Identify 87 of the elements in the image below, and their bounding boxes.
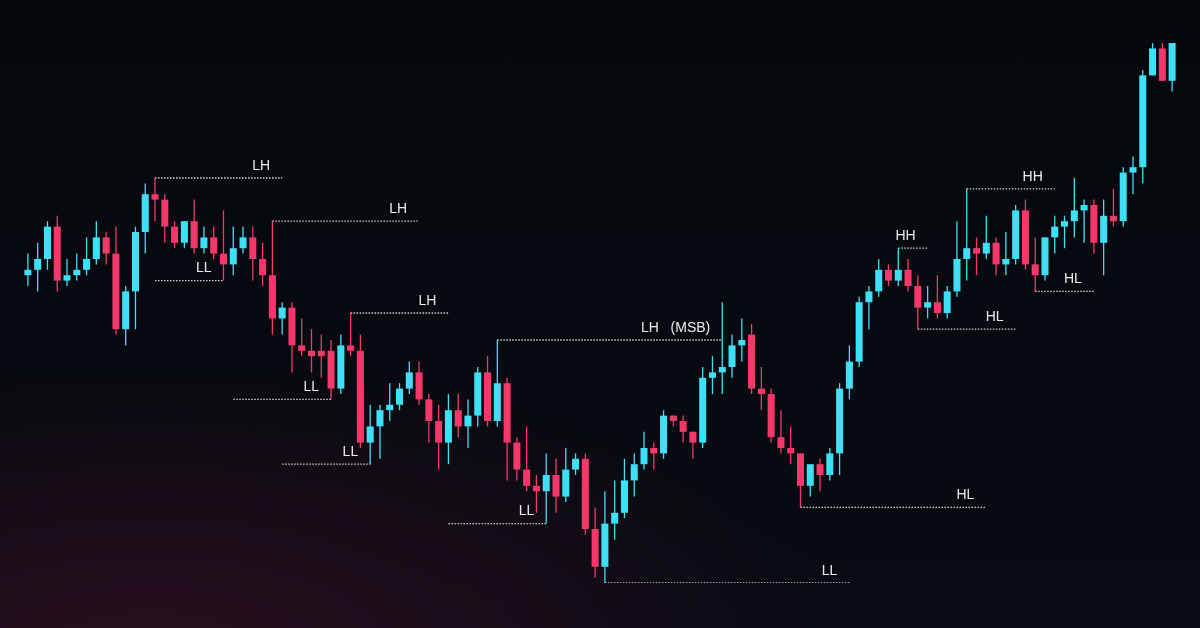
candlestick xyxy=(865,285,873,330)
candlestick xyxy=(894,247,902,287)
candlestick xyxy=(572,452,580,476)
candlestick xyxy=(963,188,971,282)
candlestick xyxy=(317,333,325,379)
candlestick xyxy=(63,258,71,287)
candlestick xyxy=(523,425,531,492)
candlestick xyxy=(914,274,922,330)
candlestick xyxy=(806,463,814,498)
candlestick xyxy=(1080,198,1088,244)
candlestick xyxy=(1031,236,1039,293)
series-label: HH xyxy=(895,227,916,244)
candlestick xyxy=(933,274,941,320)
series-label: LL xyxy=(342,443,359,460)
candlestick xyxy=(307,328,316,374)
series-label: LL xyxy=(303,378,320,395)
candlestick xyxy=(249,225,257,282)
candlestick xyxy=(904,258,912,293)
series-label: LL xyxy=(195,259,212,276)
candlestick xyxy=(425,393,433,444)
candlestick xyxy=(826,447,834,482)
candlestick xyxy=(718,301,726,395)
series-label: LH xyxy=(252,156,271,173)
candlestick xyxy=(1051,215,1059,255)
candlestick xyxy=(376,404,384,460)
candlestick xyxy=(708,355,716,395)
candlestick xyxy=(239,225,247,255)
candlestick xyxy=(679,414,687,444)
candlestick xyxy=(259,242,267,287)
series-label: HH xyxy=(1022,167,1043,184)
series-label: HL xyxy=(985,308,1004,325)
candlestick xyxy=(875,258,883,298)
candlestick xyxy=(219,209,227,282)
candlestick xyxy=(405,360,413,395)
candlestick xyxy=(992,236,1000,276)
candlestick xyxy=(464,398,472,449)
series-label: LH (MSB) xyxy=(641,318,711,335)
candlestick xyxy=(366,404,374,465)
candlestick xyxy=(1070,177,1078,239)
candlestick xyxy=(229,225,237,276)
candlestick xyxy=(73,252,81,282)
candlestick xyxy=(787,425,795,465)
candlestick xyxy=(650,441,658,471)
candlestick xyxy=(102,231,110,266)
candlestick xyxy=(738,317,746,363)
series-label: LL xyxy=(518,502,535,519)
candlestick xyxy=(200,225,208,255)
series-label: LH xyxy=(389,200,408,217)
series-label: HL xyxy=(956,486,975,503)
series-label: LL xyxy=(821,561,838,578)
candlestick xyxy=(298,317,306,357)
candlestick xyxy=(396,382,404,411)
candlestick xyxy=(34,242,42,293)
candlestick xyxy=(630,452,638,498)
candlestick xyxy=(171,220,179,249)
candlestick xyxy=(728,333,736,379)
candlestick xyxy=(1002,231,1010,276)
candlestick xyxy=(83,236,91,276)
candlestick xyxy=(884,263,893,287)
candlestick xyxy=(1061,215,1069,249)
candlestick xyxy=(611,479,619,541)
candlestick xyxy=(435,404,443,471)
candlestick xyxy=(347,312,355,357)
candlestick xyxy=(210,225,218,260)
candlestick xyxy=(532,474,540,514)
candlestick xyxy=(151,177,159,222)
series-label: HL xyxy=(1063,270,1083,287)
candlestick xyxy=(552,458,560,514)
candlestick xyxy=(1129,155,1137,195)
candlestick xyxy=(777,409,785,455)
candlestick xyxy=(982,215,990,260)
candlestick xyxy=(973,236,981,276)
candlestick xyxy=(92,220,100,266)
candlestick xyxy=(542,452,550,525)
candlestick xyxy=(640,431,648,471)
candlestick xyxy=(924,285,932,320)
candlestick xyxy=(180,220,188,249)
candlestick xyxy=(943,285,951,320)
candlestick xyxy=(816,458,824,492)
candlestick xyxy=(757,366,765,411)
candlestick xyxy=(1109,188,1117,228)
candlestick xyxy=(386,382,394,422)
candlestick xyxy=(278,301,286,336)
candlestick xyxy=(689,431,697,460)
candlestick xyxy=(24,252,32,287)
series-label: LH xyxy=(418,291,437,308)
candlestick xyxy=(454,393,462,438)
